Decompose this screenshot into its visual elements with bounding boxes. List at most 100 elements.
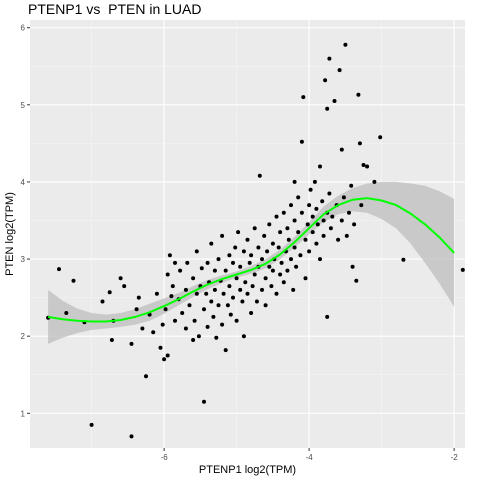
data-point <box>332 99 337 103</box>
data-point <box>202 399 206 404</box>
data-point <box>185 260 190 265</box>
data-point <box>307 203 312 208</box>
data-point <box>276 245 281 250</box>
data-point <box>223 348 228 353</box>
data-point <box>221 291 226 296</box>
data-point <box>292 245 297 250</box>
x-tick-label: -4 <box>306 453 314 462</box>
y-tick-label: 1 <box>21 409 26 418</box>
data-point <box>318 164 322 169</box>
data-point <box>227 284 232 289</box>
data-point <box>270 268 275 273</box>
data-point <box>401 257 406 262</box>
data-point <box>231 295 235 300</box>
data-point <box>303 276 308 281</box>
data-point <box>214 335 219 340</box>
data-point <box>107 290 112 295</box>
data-point <box>228 312 233 317</box>
data-point <box>167 253 172 258</box>
data-point <box>274 291 279 296</box>
data-point <box>236 230 241 235</box>
data-point <box>64 311 69 315</box>
data-point <box>359 203 364 208</box>
data-point <box>267 222 272 227</box>
data-point <box>344 233 349 238</box>
data-point <box>308 187 313 192</box>
data-point <box>140 326 145 331</box>
data-point <box>183 326 188 331</box>
data-point <box>336 237 341 242</box>
y-tick-label: 3 <box>21 255 26 264</box>
data-point <box>327 56 332 61</box>
data-point <box>241 249 246 254</box>
data-point <box>205 260 210 265</box>
data-point <box>240 299 245 304</box>
data-point <box>314 206 319 211</box>
data-point <box>252 272 257 277</box>
data-point <box>269 284 274 289</box>
smooth-trend-line <box>47 197 455 323</box>
x-axis-title: PTENP1 log2(TPM) <box>199 464 296 476</box>
data-point <box>296 195 301 200</box>
data-point <box>318 257 322 262</box>
data-point <box>328 226 333 231</box>
data-point <box>320 199 325 204</box>
data-point <box>223 268 228 273</box>
data-point <box>260 257 264 262</box>
data-point <box>285 268 290 273</box>
data-point <box>212 287 217 292</box>
data-point <box>209 241 214 246</box>
data-point <box>350 264 355 269</box>
data-point <box>356 92 361 97</box>
data-point <box>339 218 344 223</box>
data-point <box>245 291 250 296</box>
data-point <box>263 276 268 281</box>
data-point <box>71 278 76 283</box>
data-point <box>194 291 199 296</box>
data-point <box>270 241 275 246</box>
data-point <box>160 322 165 327</box>
data-point <box>325 106 330 111</box>
data-point <box>310 230 315 235</box>
data-point <box>260 287 264 292</box>
axis-ticks: -6 -4 -2 1 2 3 4 5 6 <box>21 24 459 462</box>
data-point <box>173 318 177 323</box>
data-point <box>378 135 383 140</box>
data-point <box>211 314 216 319</box>
data-point <box>225 303 230 308</box>
data-point <box>165 353 170 358</box>
data-point <box>343 42 348 47</box>
plot-panel <box>30 20 465 448</box>
data-point <box>220 322 225 327</box>
data-point <box>265 249 270 254</box>
data-point <box>234 276 239 281</box>
data-point <box>291 287 296 292</box>
data-point <box>194 249 199 254</box>
data-point <box>321 233 326 238</box>
data-point <box>250 284 255 289</box>
data-point <box>337 68 342 73</box>
data-point <box>129 434 134 439</box>
data-point <box>249 253 254 258</box>
data-point <box>158 345 163 350</box>
data-point <box>233 245 238 250</box>
data-point <box>191 276 196 281</box>
data-point <box>238 264 243 269</box>
data-point <box>241 334 246 339</box>
data-point <box>361 163 366 167</box>
y-tick-label: 6 <box>21 24 26 33</box>
data-point <box>254 299 259 304</box>
data-point <box>321 218 326 223</box>
data-point <box>294 264 299 269</box>
data-point <box>289 203 293 208</box>
data-point <box>274 214 279 219</box>
data-point <box>281 210 286 215</box>
x-tick-label: -6 <box>161 453 169 462</box>
data-point <box>247 260 252 265</box>
y-axis-title: PTEN log2(TPM) <box>4 192 16 276</box>
data-point <box>243 280 248 285</box>
y-tick-label: 5 <box>21 101 26 110</box>
data-point <box>262 233 267 238</box>
data-point <box>209 299 214 304</box>
